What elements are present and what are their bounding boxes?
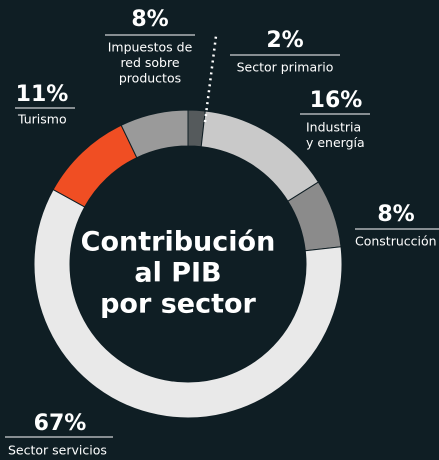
category-label: Impuestos de (108, 40, 193, 55)
donut-hole (70, 146, 306, 382)
donut-slice (33, 188, 343, 419)
category-label: Construcción (355, 234, 437, 249)
category-label: y energía (306, 135, 365, 150)
category-label: productos (119, 71, 181, 86)
chart-title: por sector (100, 289, 256, 320)
leader-line (203, 35, 218, 123)
chart-title: al PIB (134, 258, 221, 289)
value-label: 67% (34, 411, 87, 436)
value-label: 16% (310, 88, 363, 113)
value-label: 8% (377, 202, 414, 227)
chart-title: Contribución (81, 227, 276, 258)
category-label: Sector primario (237, 60, 334, 75)
value-label: 8% (131, 7, 168, 32)
category-label: Turismo (17, 112, 67, 127)
category-label: red sobre (120, 55, 179, 70)
value-label: 2% (266, 28, 303, 53)
category-label: Industria (306, 120, 361, 135)
category-label: Sector servicios (8, 443, 107, 458)
donut-slice (120, 109, 189, 159)
value-label: 11% (16, 82, 69, 107)
